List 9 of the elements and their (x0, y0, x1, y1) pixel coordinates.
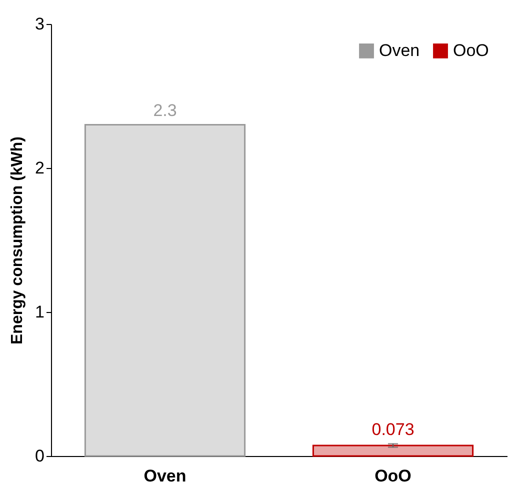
y-axis-title: Energy consumption (kWh) (9, 136, 26, 344)
legend-label: Oven (379, 40, 420, 60)
data-label: 2.3 (153, 100, 177, 120)
y-tick-label: 3 (35, 14, 44, 34)
y-tick-label: 0 (35, 446, 44, 466)
legend-label: OoO (453, 40, 489, 60)
y-tick-label: 2 (35, 158, 44, 178)
data-label: 0.073 (372, 420, 414, 439)
y-tick-label: 1 (35, 302, 44, 322)
